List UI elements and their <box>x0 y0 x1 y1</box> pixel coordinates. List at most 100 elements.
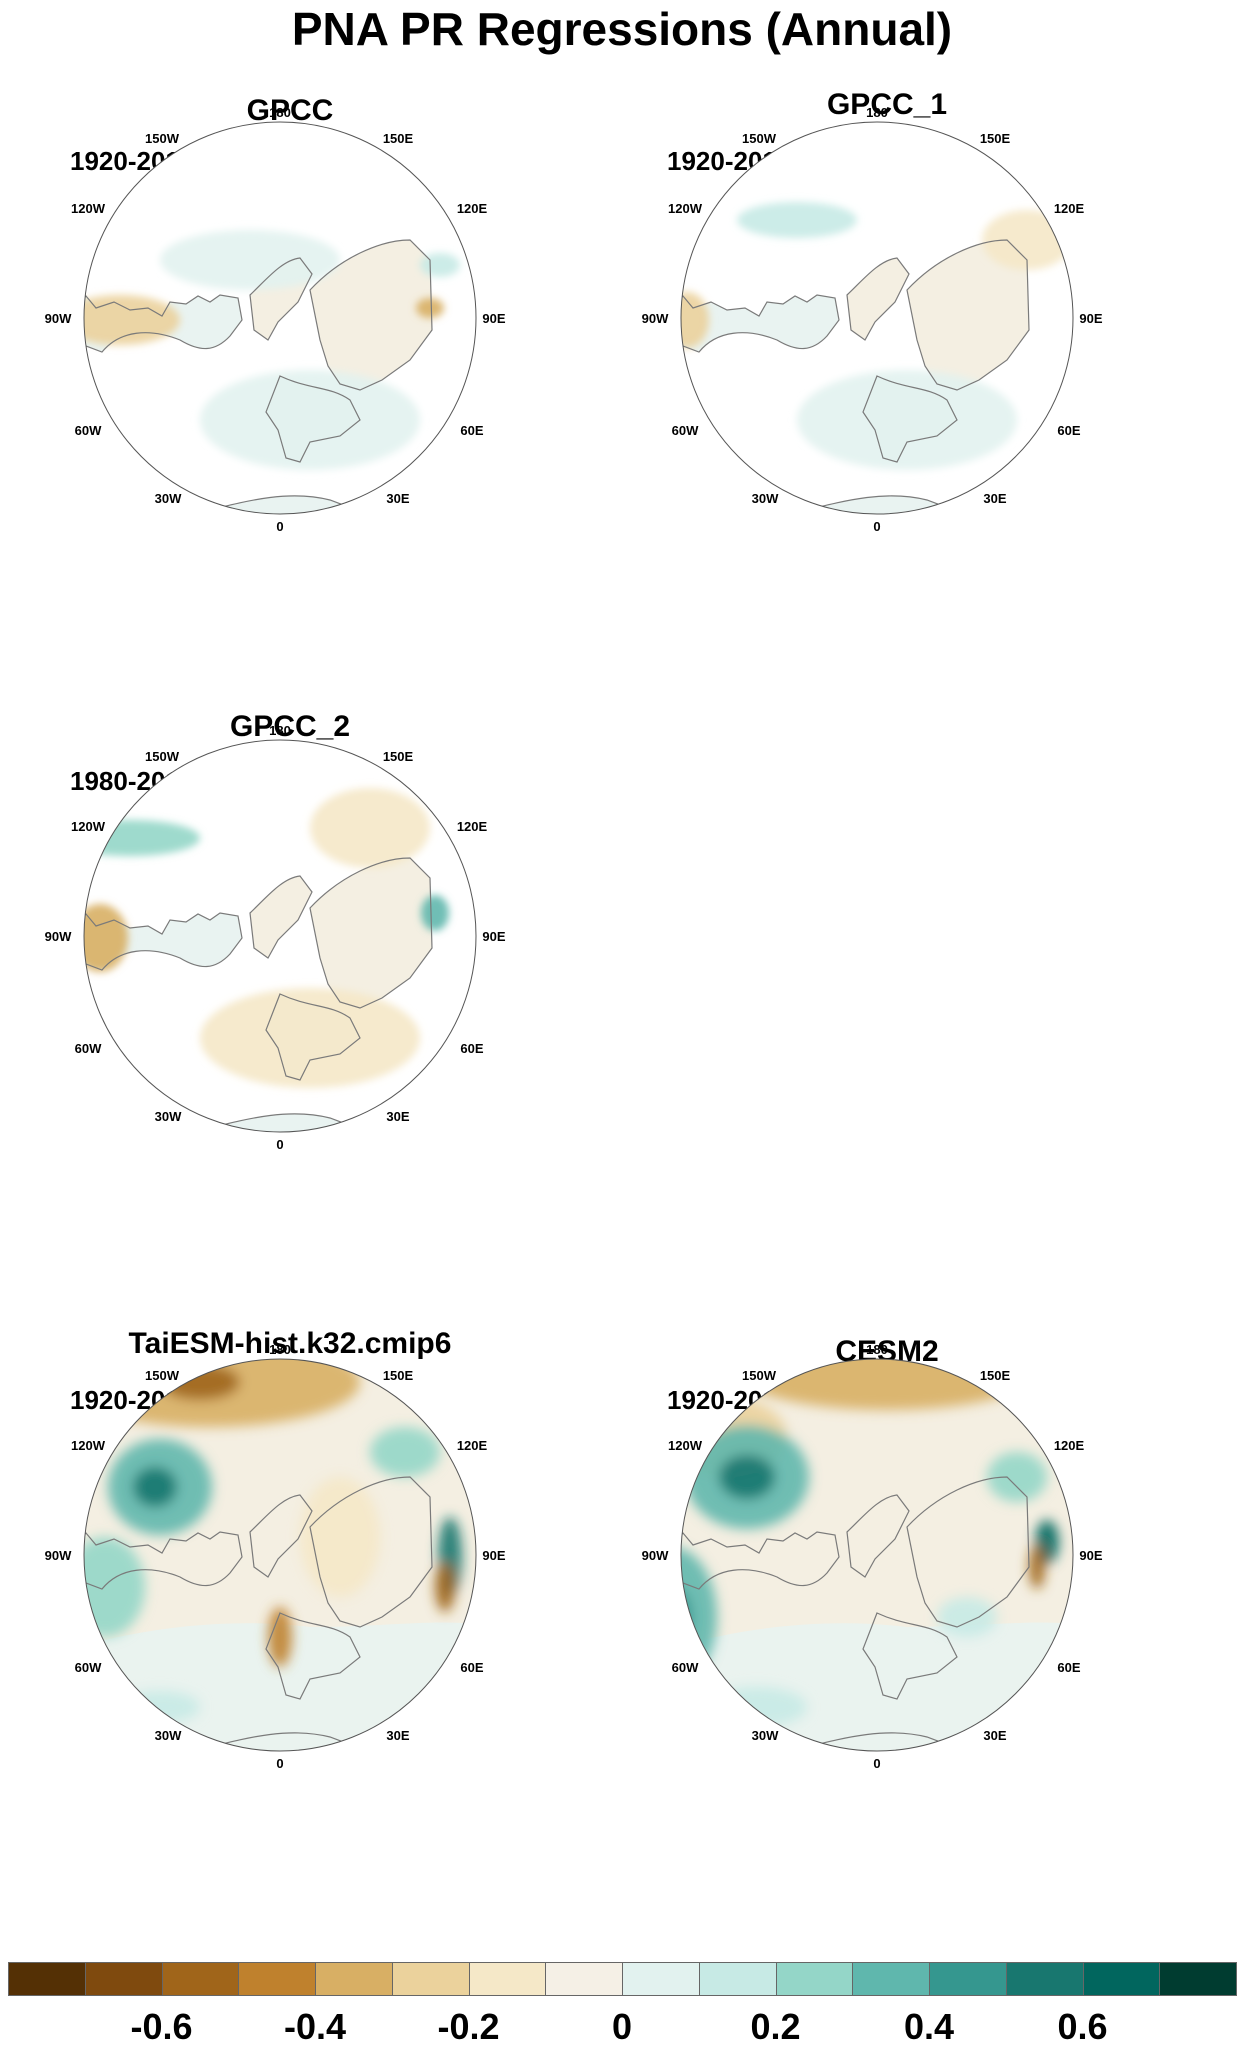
longitude-label: 30W <box>155 1109 182 1124</box>
anomaly-blob <box>120 1691 200 1723</box>
longitude-label: 30E <box>386 1109 409 1124</box>
longitude-label: 90E <box>482 311 505 326</box>
colorbar-swatch <box>161 1962 240 1996</box>
coastline <box>862 375 958 463</box>
longitude-label: 180 <box>866 105 888 120</box>
map-boundary <box>83 739 477 1133</box>
coastline <box>265 993 361 1081</box>
longitude-label: 120E <box>1054 1438 1085 1453</box>
longitude-label: 60W <box>75 423 102 438</box>
longitude-label: 90W <box>45 311 72 326</box>
anomaly-blob <box>200 370 420 470</box>
longitude-label: 150W <box>742 131 777 146</box>
coastline <box>249 875 313 959</box>
longitude-label: 120E <box>457 201 488 216</box>
colorbar <box>8 1962 1237 1998</box>
colorbar-swatch <box>929 1962 1007 1996</box>
longitude-label: 120E <box>457 1438 488 1453</box>
coastline <box>309 239 433 391</box>
colorbar-tick-label: 0.2 <box>750 2006 801 2047</box>
colorbar-swatch <box>391 1962 470 1996</box>
coastline <box>906 239 1030 391</box>
longitude-label: 30E <box>386 491 409 506</box>
map-panel-cesm2: CESM2 1920-2014 180 150E 120E 90E 60E 30E 0 30W… <box>607 1327 1167 1867</box>
coastline <box>208 495 391 514</box>
longitude-label: 60E <box>460 1660 483 1675</box>
anomaly-blob <box>719 1455 775 1499</box>
longitude-label: 150W <box>742 1368 777 1383</box>
longitude-label: 30W <box>155 491 182 506</box>
map-boundary <box>83 121 477 515</box>
panel-title: GPCC <box>246 94 334 127</box>
anomaly-blob <box>310 788 430 868</box>
longitude-label: 180 <box>269 1342 291 1357</box>
anomaly-blob <box>416 298 444 318</box>
land-shading <box>310 240 432 390</box>
panel-title: GPCC_1 <box>826 88 948 121</box>
longitude-label: 0 <box>276 1756 283 1771</box>
panel-title: GPCC_2 <box>229 710 351 743</box>
longitude-label: 150E <box>383 131 414 146</box>
anomaly-blob <box>200 988 420 1088</box>
colorbar-swatch <box>1159 1962 1237 1996</box>
colorbar-swatch <box>8 1962 86 1996</box>
colorbar-tick-label: 0.6 <box>1057 2006 1108 2047</box>
no-data-area <box>84 122 476 514</box>
longitude-label: 180 <box>269 105 291 120</box>
longitude-label: 90E <box>482 929 505 944</box>
anomaly-blob <box>421 895 449 931</box>
anomaly-blob <box>268 1607 292 1667</box>
anomaly-blob <box>681 1587 692 1647</box>
longitude-label: 30W <box>752 1728 779 1743</box>
anomaly-blob <box>160 230 340 290</box>
longitude-label: 90E <box>1079 1548 1102 1563</box>
no-data-area <box>681 122 1073 514</box>
panel-title: TaiESM-hist.k32.cmip6 <box>128 1327 452 1360</box>
longitude-label: 150W <box>145 131 180 146</box>
colorbar-swatch <box>545 1962 623 1996</box>
land-shading <box>250 876 312 958</box>
map-panel-taiesm: TaiESM-hist.k32.cmip6 1920-2014 180 150E 1… <box>10 1327 570 1867</box>
figure-title: PNA PR Regressions (Annual) <box>291 3 953 55</box>
longitude-label: 120E <box>1054 201 1085 216</box>
longitude-label: 120E <box>457 819 488 834</box>
coastline <box>249 1494 313 1578</box>
land-shading <box>907 240 1029 390</box>
coastline <box>208 1732 391 1751</box>
longitude-label: 30E <box>983 491 1006 506</box>
longitude-label: 120W <box>71 201 106 216</box>
anomaly-blob <box>133 1467 177 1507</box>
colorbar-tick-label: -0.4 <box>283 2006 347 2047</box>
longitude-label: 0 <box>873 519 880 534</box>
map-boundary <box>83 1358 477 1752</box>
colorbar-swatch <box>852 1962 930 1996</box>
no-data-area <box>84 740 476 1132</box>
anomaly-blob <box>435 1562 455 1612</box>
longitude-label: 90W <box>45 1548 72 1563</box>
longitude-label: 0 <box>276 1137 283 1152</box>
polar-map: 180 150E 120E 90E 60E 30E 0 30W 60W 90W 120W 150W <box>642 1342 1103 1771</box>
longitude-label: 150W <box>145 749 180 764</box>
anomaly-blob <box>300 1477 380 1597</box>
coastline <box>805 495 988 514</box>
coastline <box>208 1113 391 1132</box>
longitude-label: 150E <box>383 749 414 764</box>
anomaly-blob <box>1029 1545 1045 1589</box>
land-shading <box>847 258 909 340</box>
longitude-label: 60E <box>460 423 483 438</box>
coastline <box>84 294 243 353</box>
map-boundary <box>680 121 1074 515</box>
coastline <box>805 1732 988 1751</box>
longitude-label: 180 <box>866 1342 888 1357</box>
anomaly-blob <box>737 1359 1037 1410</box>
longitude-label: 0 <box>873 1756 880 1771</box>
longitude-label: 90W <box>642 311 669 326</box>
longitude-label: 180 <box>269 723 291 738</box>
coastline <box>681 294 840 353</box>
longitude-label: 90E <box>482 1548 505 1563</box>
anomaly-blob <box>797 370 1017 470</box>
anomaly-blob <box>84 1537 145 1637</box>
longitude-label: 90W <box>45 929 72 944</box>
land-shading <box>310 858 432 1008</box>
coastline <box>681 1531 840 1590</box>
